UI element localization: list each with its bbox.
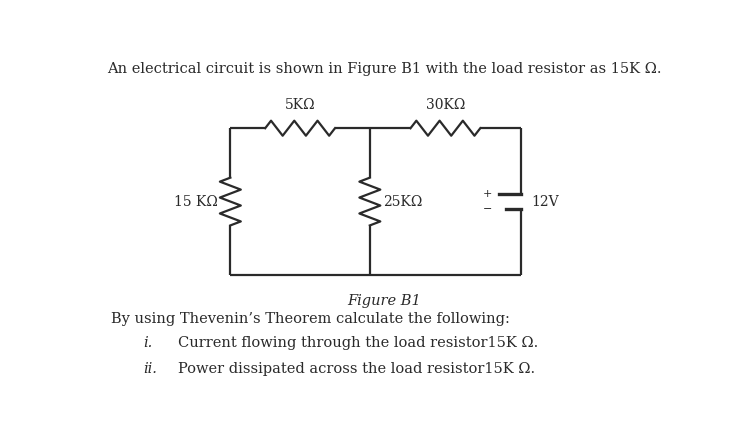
Text: −: − xyxy=(482,204,492,214)
Text: 5KΩ: 5KΩ xyxy=(285,98,316,112)
Text: 25KΩ: 25KΩ xyxy=(382,194,422,209)
Text: By using Thevenin’s Theorem calculate the following:: By using Thevenin’s Theorem calculate th… xyxy=(111,312,510,326)
Text: Current flowing through the load resistor15K Ω.: Current flowing through the load resisto… xyxy=(178,336,538,350)
Text: i.: i. xyxy=(143,336,152,350)
Text: +: + xyxy=(482,189,492,199)
Text: 30KΩ: 30KΩ xyxy=(426,98,465,112)
Text: 12V: 12V xyxy=(532,194,559,209)
Text: ii.: ii. xyxy=(143,362,157,376)
Text: Figure B1: Figure B1 xyxy=(347,294,422,307)
Text: Power dissipated across the load resistor15K Ω.: Power dissipated across the load resisto… xyxy=(178,362,536,376)
Text: An electrical circuit is shown in Figure B1 with the load resistor as 15K Ω.: An electrical circuit is shown in Figure… xyxy=(107,62,662,76)
Text: 15 KΩ: 15 KΩ xyxy=(174,194,217,209)
